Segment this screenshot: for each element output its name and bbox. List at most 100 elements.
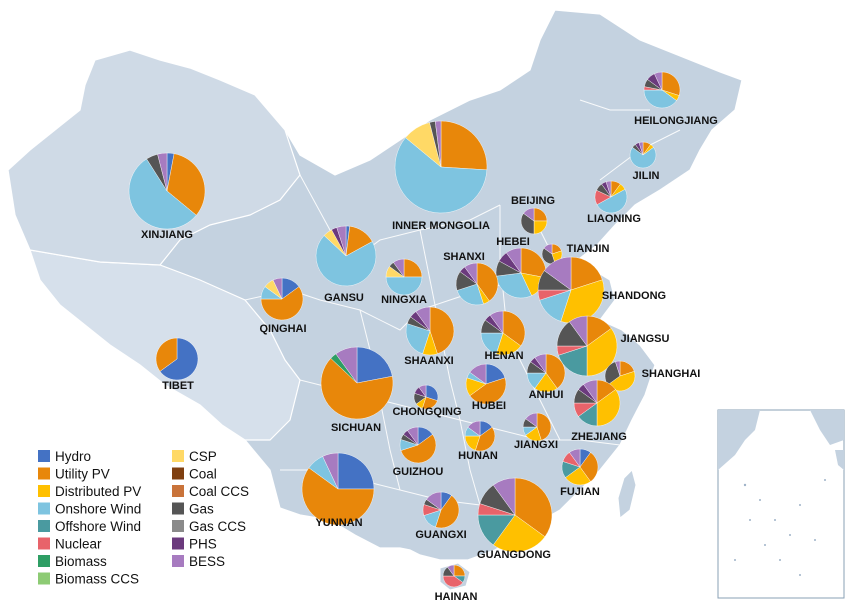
slice-jiangxi-bess [525,412,538,428]
slice-gansu-onshore-wind [315,235,377,287]
label-sichuan: SICHUAN [331,422,381,434]
slice-yunnan-bess [322,452,339,490]
slice-fujian-bess [569,448,581,468]
legend-label-csp: CSP [189,449,217,464]
slice-inner-mongolia-onshore-wind [394,137,488,214]
slice-shandong-distributed-pv [560,279,605,324]
slice-shaanxi-onshore-wind [405,323,431,355]
legend-swatch-offshore-wind [38,520,50,532]
legend-swatch-distributed-pv [38,485,50,497]
label-hunan: HUNAN [458,450,498,462]
slice-shandong-utility-pv [570,256,603,291]
pie-sichuan [320,346,394,420]
slice-heilongjiang-onshore-wind [643,89,677,109]
label-tibet: TIBET [162,380,194,392]
pie-yunnan [301,452,375,526]
slice-shaanxi-utility-pv [429,306,455,355]
slice-qinghai-utility-pv [260,286,304,321]
pie-liaoning [594,180,628,214]
taiwan-island [617,469,637,519]
label-liaoning: LIAONING [587,213,641,225]
pie-charts [128,71,681,588]
legend-swatch-coal [172,467,184,480]
pie-shaanxi [405,306,455,356]
slice-henan-bess [489,310,504,334]
slice-tibet-hydro [159,337,199,381]
slice-guangdong-bess [492,477,516,516]
slice-zhejiang-distributed-pv [596,389,621,427]
legend-label-bess: BESS [189,554,225,569]
slice-guangdong-utility-pv [514,477,553,538]
pie-chongqing [413,384,439,410]
slice-jiangxi-utility-pv [536,412,552,441]
legend-label-utility-pv: Utility PV [55,467,110,482]
slice-shanxi-utility-pv [476,262,499,302]
label-yunnan: YUNNAN [315,517,362,529]
slice-sichuan-bess [335,346,358,384]
pie-zhejiang [573,379,621,427]
pie-gansu [315,225,377,287]
pie-shandong [537,256,605,324]
slice-jiangsu-offshore-wind [558,345,588,377]
south-china-sea-inset [717,409,845,599]
label-hainan: HAINAN [435,591,478,601]
slice-hubei-bess [469,363,487,385]
legend-label-biomass: Biomass [55,554,107,569]
legend-swatch-bess [172,555,184,567]
pie-ningxia [385,258,423,296]
slice-xinjiang-utility-pv [166,153,206,216]
slice-jilin-bess [638,141,644,156]
pie-guangdong [477,477,553,553]
label-shaanxi: SHAANXI [404,355,454,367]
slice-gansu-bess [336,225,347,257]
label-jiangsu: JIANGSU [621,333,670,345]
slice-hunan-utility-pv [475,426,496,452]
slice-guangxi-bess [426,491,442,511]
slice-zhejiang-bess [583,379,598,404]
label-jiangxi: JIANGXI [514,439,558,451]
legend-label-phs: PHS [189,537,217,552]
slice-fujian-utility-pv [579,452,599,482]
label-guangxi: GUANGXI [415,529,466,541]
label-zhejiang: ZHEJIANG [571,431,627,443]
slice-shanxi-onshore-wind [456,283,484,306]
pie-jiangxi [522,412,552,442]
slice-heilongjiang-bess [654,71,663,91]
label-hubei: HUBEI [472,400,506,412]
slice-jilin-onshore-wind [629,147,657,169]
pie-guizhou [399,426,437,464]
legend-label-distributed-pv: Distributed PV [55,484,141,499]
slice-hainan-bess [447,564,455,577]
slice-ningxia-onshore-wind [385,276,423,296]
legend-swatch-coal-ccs [172,485,184,497]
label-qinghai: QINGHAI [259,323,306,335]
pie-shanxi [455,262,499,306]
slice-liaoning-onshore-wind [596,189,628,214]
legend-swatch-biomass [38,555,50,567]
slice-yunnan-utility-pv [301,467,375,526]
label-hebei: HEBEI [496,236,530,248]
label-chongqing: CHONGQING [392,406,461,418]
label-heilongjiang: HEILONGJIANG [634,115,718,127]
pie-guangxi [422,491,460,529]
slice-shanxi-bess [464,262,478,285]
slice-xinjiang-bess [157,152,168,192]
label-inner-mongolia: INNER MONGOLIA [392,220,490,232]
slice-sichuan-hydro [356,346,393,384]
label-anhui: ANHUI [529,389,564,401]
legend-label-coal: Coal [189,467,217,482]
slice-qinghai-bess [272,277,283,300]
legend-label-nuclear: Nuclear [55,537,102,552]
legend-swatch-onshore-wind [38,502,50,515]
slice-beijing-bess [523,207,535,222]
slice-guangxi-utility-pv [435,495,460,529]
slice-hunan-bess [467,420,481,437]
label-tianjin: TIANJIN [567,243,610,255]
slice-hebei-bess [506,247,522,274]
slice-guizhou-bess [407,426,419,446]
pie-jiangsu [556,315,618,377]
legend-swatch-hydro [38,450,50,462]
slice-guizhou-utility-pv [400,434,437,464]
legend-label-hydro: Hydro [55,449,91,464]
label-xinjiang: XINJIANG [141,229,193,241]
